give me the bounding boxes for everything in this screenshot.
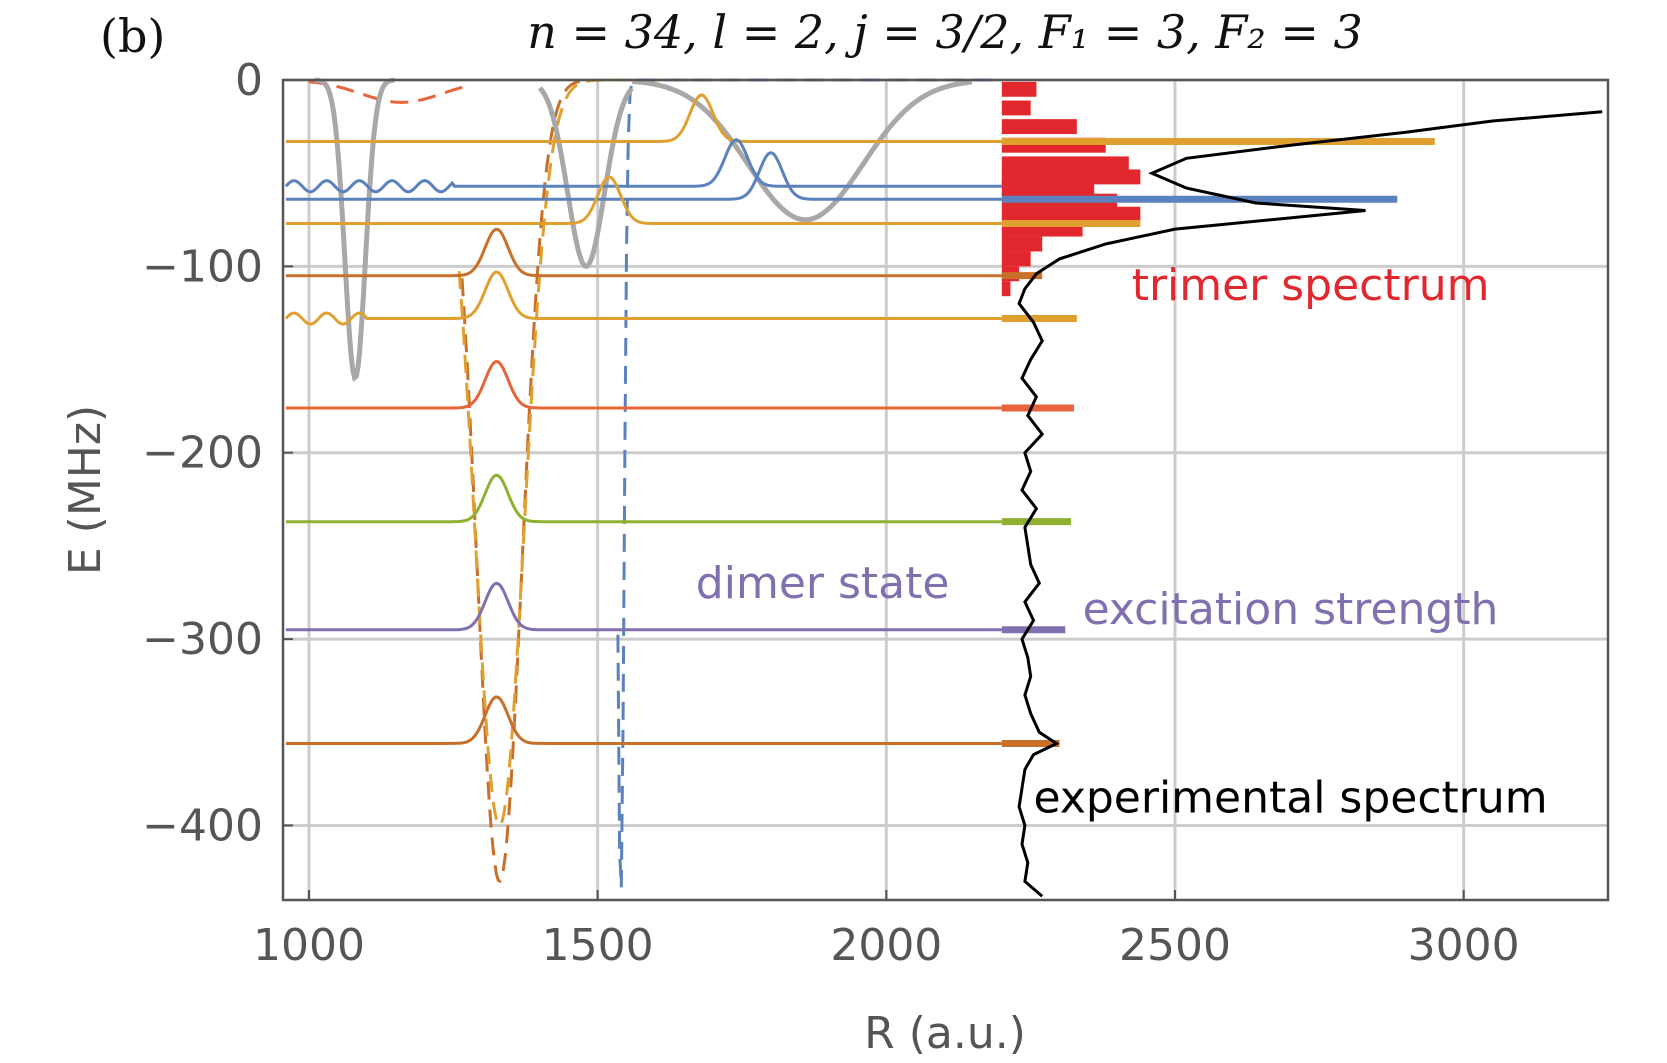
y-axis-label: E (MHz) [60,405,111,575]
potential-curve [460,79,581,884]
y-tick-label: −200 [142,428,263,479]
bound-state-line [284,137,1002,194]
trimer-bar [1001,206,1141,222]
trimer-bar [1001,119,1077,135]
bound-state-line [285,581,1002,632]
gray-potential-curve [314,77,395,383]
bound-state-line [285,93,1002,143]
trimer-bar [1001,251,1031,267]
potential-curve [616,78,1001,888]
trimer-bar [1001,156,1129,172]
bound-state-line [285,359,1002,410]
plot-area [284,77,1603,898]
annotation-label: dimer state [696,558,950,609]
x-tick-label: 2000 [830,920,942,971]
x-axis-label: R (a.u.) [864,1008,1026,1059]
gray-potential-curve [537,86,634,269]
trimer-bar [1001,169,1141,185]
bound-state-line [285,227,1002,278]
y-axis: 0 −100 −200 −300 −400 [142,55,293,851]
gray-potential-curve [632,78,973,223]
trimer-bar [1001,236,1043,252]
bound-state-line [285,473,1002,524]
y-tick-label: 0 [235,55,263,106]
trimer-bar [1001,281,1011,297]
chart-title: n = 34, l = 2, j = 3/2, F₁ = 3, F₂ = 3 [527,5,1363,59]
x-tick-label: 1500 [542,920,654,971]
experimental-spectrum-line [1017,110,1603,898]
x-tick-label: 3000 [1408,920,1520,971]
x-axis: 1000 1500 2000 2500 3000 [253,890,1520,971]
bound-state-line [285,695,1002,745]
bound-state-line [285,175,1002,225]
x-tick-label: 2500 [1119,920,1231,971]
y-tick-label: −300 [142,614,263,665]
annotations: trimer spectrum dimer state excitation str… [696,260,1548,824]
annotation-label: experimental spectrum [1034,772,1548,823]
x-tick-label: 1000 [253,920,365,971]
trimer-bar [1001,100,1031,116]
trimer-bar [1001,81,1037,97]
annotation-label: trimer spectrum [1132,260,1490,311]
annotation-label: excitation strength [1083,584,1499,635]
plot-frame [281,78,1610,902]
trimer-bar [1001,180,1095,196]
bound-state-line [284,270,1002,326]
y-tick-label: −100 [142,241,263,292]
bound-state-line [285,151,1002,201]
panel-label: (b) [100,9,165,63]
y-tick-label: −400 [142,800,263,851]
